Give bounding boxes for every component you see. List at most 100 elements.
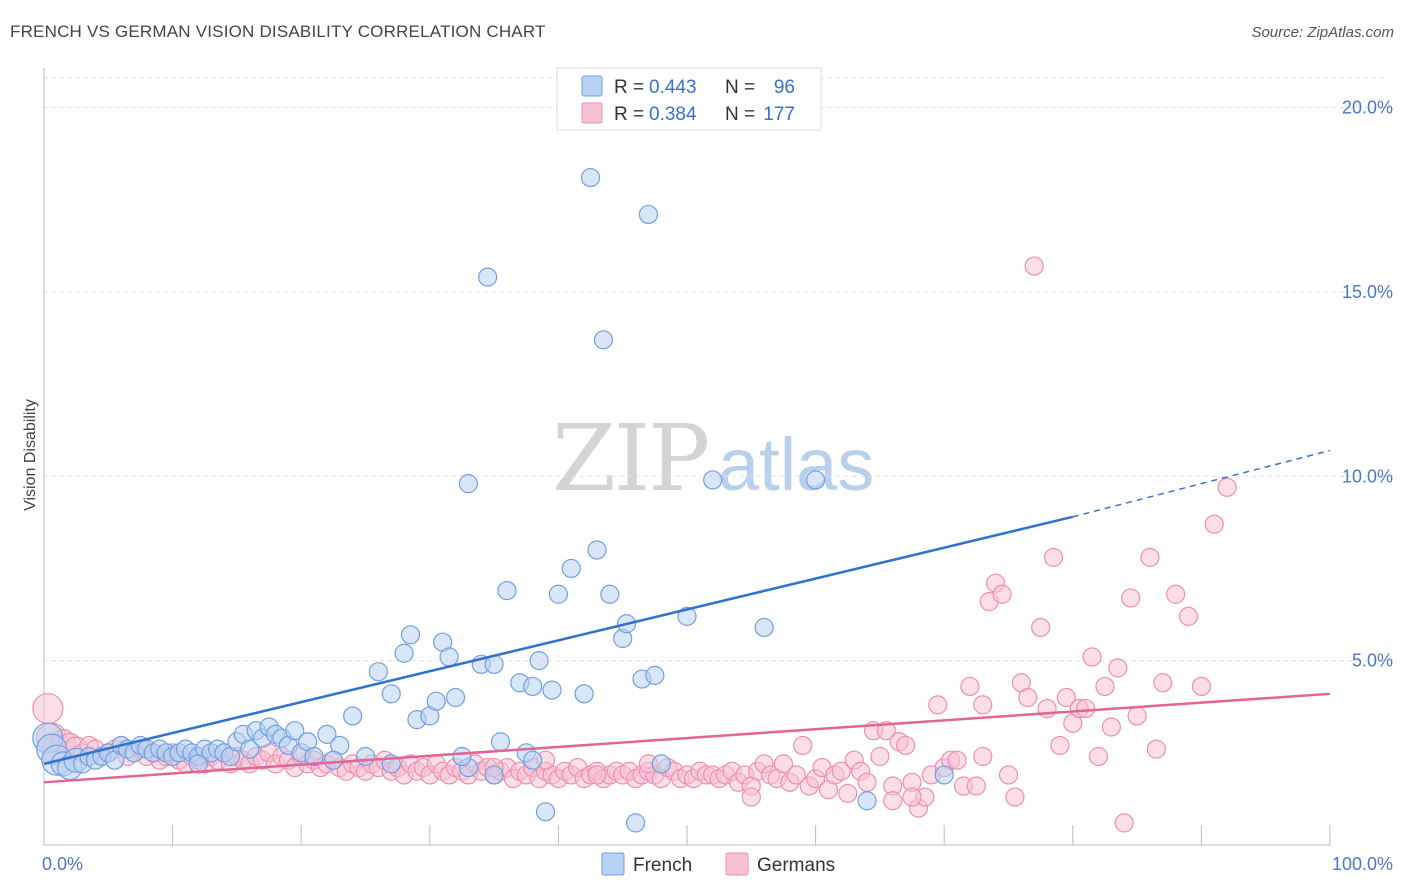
germans-point-125 — [838, 783, 858, 803]
legend-germans-swatch — [725, 852, 749, 876]
germans-point-128 — [857, 772, 877, 792]
french-point-68 — [542, 680, 562, 700]
germans-point-153 — [1018, 687, 1038, 708]
french-point-70 — [561, 558, 581, 579]
french-point-72 — [580, 167, 601, 188]
germans-point-154 — [1024, 256, 1044, 276]
french-point-92 — [452, 746, 472, 767]
germans-point-117 — [786, 765, 806, 785]
french-point-43 — [317, 724, 337, 744]
germans-point-158 — [1050, 735, 1070, 756]
germans-point-170 — [1127, 706, 1147, 726]
x-tick-label-0: 0.0% — [42, 854, 83, 874]
x-tick-label-1: 100.0% — [1332, 854, 1393, 874]
french-point-69 — [548, 584, 569, 604]
germans-point-155 — [1031, 617, 1051, 638]
french-point-48 — [381, 684, 401, 704]
french-point-73 — [587, 540, 607, 560]
germans-point-168 — [1114, 813, 1134, 833]
french-r-value: 0.443 — [649, 77, 697, 98]
french-point-62 — [497, 580, 517, 601]
germans-point-157 — [1043, 547, 1064, 567]
germans-point-167 — [1108, 658, 1128, 678]
germans-point-146 — [973, 746, 993, 767]
french-point-88 — [934, 765, 954, 785]
germans-point-177 — [1204, 514, 1224, 534]
watermark-zip: ZIP — [552, 405, 708, 512]
germans-point-134 — [896, 735, 916, 756]
series-legend: French Germans — [601, 852, 835, 876]
germans-point-142 — [947, 750, 967, 770]
germans-point-179 — [973, 695, 993, 715]
french-point-65 — [523, 676, 543, 697]
french-point-45 — [343, 706, 363, 726]
french-legend-swatch — [581, 75, 603, 97]
grid-lines — [44, 77, 1390, 662]
germans-point-169 — [1121, 588, 1141, 608]
french-point-56 — [445, 687, 466, 708]
germans-point-172 — [1146, 739, 1166, 759]
germans-r-label: R = — [614, 104, 644, 125]
germans-point-149 — [992, 584, 1012, 604]
legend-french-swatch — [601, 852, 625, 876]
watermark: ZIP atlas — [552, 405, 874, 512]
french-trend-line — [43, 515, 1074, 766]
french-point-93 — [484, 765, 504, 785]
y-tick-label-1: 10.0% — [1342, 466, 1393, 486]
french-point-82 — [651, 754, 671, 774]
french-point-47 — [368, 662, 388, 682]
french-point-67 — [535, 802, 556, 822]
y-axis-label: Vision Disability — [22, 399, 39, 511]
french-point-42 — [304, 746, 324, 767]
germans-point-166 — [1101, 717, 1121, 737]
french-point-87 — [857, 791, 877, 811]
germans-point-164 — [1088, 746, 1109, 767]
germans-point-151 — [1005, 787, 1025, 807]
germans-trend-line — [43, 692, 1331, 784]
germans-point-139 — [928, 695, 948, 715]
french-point-83 — [677, 606, 697, 626]
french-n-value: 96 — [774, 77, 795, 98]
germans-point-175 — [1178, 606, 1199, 626]
germans-point-173 — [1153, 673, 1173, 693]
french-point-78 — [625, 813, 646, 833]
germans-point-165 — [1095, 676, 1115, 697]
germans-point-145 — [966, 776, 986, 796]
french-point-59 — [478, 267, 498, 287]
germans-point-182 — [741, 787, 761, 807]
french-point-61 — [490, 732, 511, 752]
germans-point-159 — [1056, 687, 1076, 708]
y-tick-label-3: 20.0% — [1342, 98, 1393, 118]
y-tick-label-0: 5.0% — [1352, 651, 1393, 671]
germans-point-184 — [587, 765, 607, 785]
germans-point-144 — [960, 676, 980, 697]
germans-n-label: N = — [725, 104, 755, 125]
germans-point-174 — [1166, 584, 1186, 604]
germans-legend-swatch — [581, 102, 603, 124]
germans-point-178 — [1217, 477, 1237, 497]
germans-point-150 — [998, 765, 1019, 785]
chart-title: FRENCH VS GERMAN VISION DISABILITY CORRE… — [10, 22, 546, 41]
chart-source: Source: ZipAtlas.com — [1251, 24, 1394, 41]
germans-point-171 — [1140, 547, 1160, 567]
french-point-71 — [574, 684, 594, 704]
germans-point-130 — [870, 746, 890, 767]
germans-n-value: 177 — [763, 104, 795, 125]
french-point-81 — [645, 665, 665, 685]
french-point-66 — [529, 651, 549, 671]
trend-lines — [43, 449, 1331, 784]
germans-r-value: 0.384 — [649, 104, 697, 125]
germans-point-118 — [793, 735, 813, 756]
germans-point-163 — [1082, 647, 1102, 667]
french-point-74 — [593, 330, 614, 350]
french-point-85 — [754, 617, 774, 638]
french-point-32 — [240, 739, 260, 759]
french-point-55 — [439, 647, 459, 667]
germans-point-124 — [831, 761, 851, 781]
french-point-80 — [638, 204, 659, 225]
stats-legend: R = 0.443 N = 96 R = 0.384 N = 177 — [556, 67, 822, 131]
french-point-46 — [355, 746, 376, 767]
french-n-label: N = — [725, 77, 755, 98]
french-point-95 — [458, 474, 478, 494]
